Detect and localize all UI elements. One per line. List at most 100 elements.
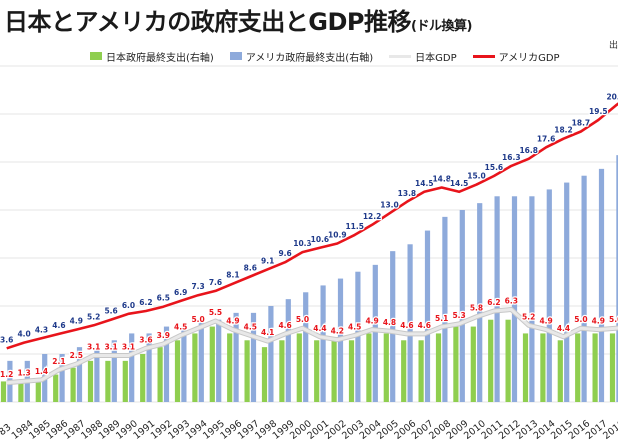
- bar-japan-gov: [279, 340, 285, 402]
- data-label-us-gdp: 19.5: [589, 107, 608, 116]
- legend-swatch-japan-gdp: [389, 54, 412, 58]
- bar-us-gov: [477, 203, 483, 402]
- data-label-us-gdp: 10.3: [293, 239, 312, 248]
- bar-us-gov: [581, 175, 587, 402]
- data-label-japan-gdp: 4.1: [261, 328, 274, 337]
- bar-us-gov: [320, 285, 326, 402]
- data-label-us-gdp: 6.9: [174, 288, 187, 297]
- bar-japan-gov: [0, 381, 7, 402]
- data-label-us-gdp: 9.6: [278, 249, 291, 258]
- data-label-japan-gdp: 5.2: [522, 312, 535, 321]
- data-label-us-gdp: 13.8: [398, 189, 417, 198]
- bar-us-gov: [407, 244, 413, 402]
- data-label-us-gdp: 18.2: [554, 126, 573, 135]
- data-label-us-gdp: 4.3: [35, 325, 48, 334]
- data-label-us-gdp: 13.0: [380, 200, 399, 209]
- bar-us-gov: [181, 326, 187, 402]
- bar-us-gov: [459, 210, 465, 402]
- data-label-us-gdp: 4.6: [52, 321, 65, 330]
- legend-swatch-us-gdp: [472, 54, 495, 58]
- bar-japan-gov: [609, 333, 616, 402]
- bar-us-gov: [94, 347, 100, 402]
- data-label-us-gdp: 10.6: [311, 235, 330, 244]
- data-label-japan-gdp: 1.3: [17, 368, 30, 377]
- legend-label-japan-gdp: 日本GDP: [415, 52, 457, 64]
- data-label-japan-gdp: 1.2: [0, 370, 13, 379]
- data-label-japan-gdp: 5.0: [191, 315, 204, 324]
- bar-us-gov: [529, 196, 535, 402]
- data-label-japan-gdp: 4.9: [539, 317, 552, 326]
- bar-japan-gov: [209, 326, 215, 402]
- data-label-japan-gdp: 4.4: [313, 324, 326, 333]
- legend: 日本政府最終支出(右軸) アメリカ政府最終支出(右軸) 日本GDP アメリカGD…: [4, 48, 612, 64]
- bar-us-gov: [129, 333, 135, 402]
- data-label-japan-gdp: 2.1: [52, 357, 65, 366]
- data-label-japan-gdp: 3.1: [122, 342, 135, 351]
- data-label-us-gdp: 8.1: [226, 271, 239, 280]
- data-label-us-gdp: 11.5: [345, 222, 364, 231]
- bar-us-gov: [546, 189, 552, 402]
- legend-item-us-gdp: アメリカGDP: [472, 49, 560, 64]
- bar-japan-gov: [157, 347, 163, 402]
- bar-japan-gov: [261, 347, 268, 402]
- data-label-japan-gdp: 5.8: [470, 304, 483, 313]
- data-label-us-gdp: 6.0: [122, 301, 135, 310]
- data-label-japan-gdp: 4.6: [418, 321, 431, 330]
- data-label-japan-gdp: 4.9: [226, 317, 239, 326]
- bar-us-gov: [494, 196, 500, 402]
- bar-japan-gov: [557, 340, 563, 402]
- data-label-us-gdp: 12.2: [363, 212, 382, 221]
- data-label-japan-gdp: 4.6: [278, 321, 291, 330]
- legend-label-us-gov: アメリカ政府最終支出(右軸): [245, 52, 374, 64]
- data-label-japan-gdp: 4.9: [592, 317, 605, 326]
- bar-us-gov: [163, 326, 170, 402]
- data-label-japan-gdp: 4.5: [174, 322, 187, 331]
- data-label-japan-gdp: 4.4: [557, 324, 570, 333]
- data-label-us-gdp: 18.7: [572, 118, 591, 127]
- data-label-us-gdp: 15.6: [485, 163, 504, 172]
- data-label-us-gdp: 9.1: [261, 256, 274, 265]
- data-label-us-gdp: 15.0: [467, 172, 486, 181]
- chart-title: 日本とアメリカの政府支出とGDP推移(ドル換算): [4, 2, 472, 42]
- bar-japan-gov: [244, 340, 250, 402]
- legend-label-us-gdp: アメリカGDP: [498, 52, 560, 64]
- data-label-japan-gdp: 5.0: [574, 315, 587, 324]
- bar-japan-gov: [192, 333, 198, 402]
- bar-us-gov: [564, 182, 570, 402]
- chart-plot: 3.6 1.2 4.0 1.3 4.3 1.4 4.6 2.1 4.9 2.5 5.2 3.1 5.6 3…: [0, 65, 618, 440]
- data-label-us-gdp: 17.6: [537, 134, 556, 143]
- bar-us-gov: [372, 264, 378, 402]
- data-label-us-gdp: 5.2: [87, 312, 100, 321]
- bar-japan-gov: [18, 381, 24, 402]
- bar-japan-gov: [331, 340, 337, 402]
- data-label-japan-gdp: 4.6: [400, 321, 413, 330]
- data-label-us-gdp: 4.9: [70, 317, 83, 326]
- data-label-us-gdp: 20.5: [606, 93, 618, 102]
- unit-label: 出: [608, 41, 618, 51]
- data-label-us-gdp: 10.9: [328, 230, 347, 239]
- bar-japan-gov: [401, 340, 407, 402]
- data-label-japan-gdp: 5.0: [296, 315, 309, 324]
- data-label-us-gdp: 16.3: [502, 153, 521, 162]
- bar-japan-gov: [70, 367, 76, 402]
- legend-swatch-japan-gov: [90, 52, 102, 60]
- bar-japan-gov: [122, 360, 128, 402]
- bar-japan-gov: [366, 333, 372, 402]
- bar-japan-gov: [105, 360, 111, 402]
- bar-japan-gov: [575, 333, 581, 402]
- data-label-japan-gdp: 3.1: [87, 342, 100, 351]
- bar-japan-gov: [348, 340, 355, 402]
- bar-us-gov: [198, 319, 204, 402]
- bar-japan-gov: [522, 333, 529, 402]
- bar-us-gov: [59, 354, 65, 402]
- data-label-us-gdp: 14.8: [432, 174, 451, 183]
- data-label-japan-gdp: 4.5: [348, 322, 361, 331]
- bar-japan-gov: [505, 319, 511, 402]
- data-label-japan-gdp: 5.3: [452, 311, 465, 320]
- bar-japan-gov: [592, 333, 598, 402]
- data-label-us-gdp: 7.6: [209, 278, 222, 287]
- bar-us-gov: [250, 312, 257, 402]
- data-label-us-gdp: 4.0: [17, 330, 30, 339]
- bar-us-gov: [216, 319, 222, 402]
- line-japan-gdp: [6, 308, 618, 385]
